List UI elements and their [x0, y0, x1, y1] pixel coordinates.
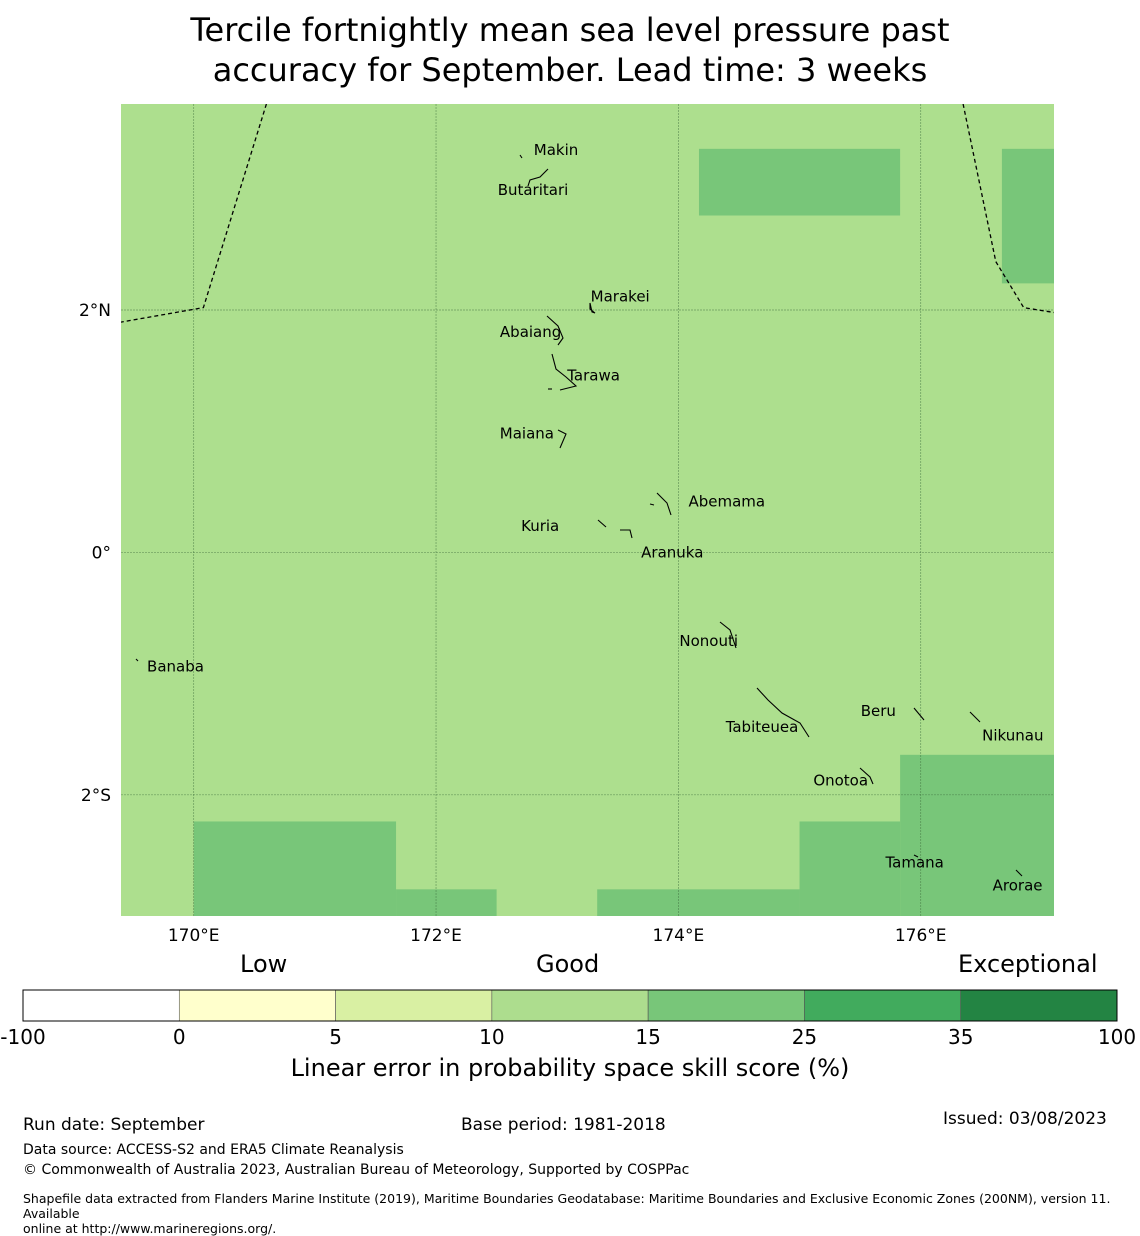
issued-date: Issued: 03/08/2023 [943, 1109, 1107, 1129]
island-outline [649, 503, 655, 506]
longitude-tick-label: 176°E [895, 926, 947, 946]
island-label-abemama: Abemama [688, 493, 765, 511]
eez-boundary-west [121, 104, 268, 323]
island-outline [620, 529, 633, 539]
island-label-butaritari: Butaritari [498, 181, 569, 199]
island-outline [656, 492, 672, 516]
island-outline [913, 707, 925, 721]
skill-cell [799, 821, 901, 916]
colorbar-outline [22, 989, 1118, 1022]
island-label-aranuka: Aranuka [641, 543, 703, 561]
island-label-tamana: Tamana [885, 854, 944, 872]
legend-category-low: Low [240, 950, 288, 978]
colorbar-bins [22, 989, 1118, 1022]
longitude-tick-label: 172°E [410, 926, 462, 946]
eez-boundary-east [962, 104, 1054, 314]
colorbar-tick-label: 5 [329, 1025, 342, 1046]
colorbar-title: Linear error in probability space skill … [290, 1054, 850, 1082]
island-outline [597, 519, 607, 528]
island-label-abaiang: Abaiang [500, 323, 561, 341]
colorbar-bin [804, 989, 962, 1022]
island-label-banaba: Banaba [147, 657, 204, 675]
colorbar-tick-label: 0 [173, 1025, 186, 1046]
map-layers: Makin Butaritari Marakei Abaiang Tarawa Maian… [79, 104, 1054, 946]
legend-category-exceptional: Exceptional [958, 950, 1098, 978]
axis-tick-labels: 170°E 172°E 174°E 176°E 2°N 0° 2°S [79, 301, 947, 946]
title-line-2: accuracy for September. Lead time: 3 wee… [212, 51, 928, 89]
colorbar-bin [647, 989, 805, 1022]
colorbar-tick-label: 10 [479, 1025, 504, 1046]
colorbar: -100 0 5 10 15 25 35 100 [0, 989, 1136, 1046]
colorbar-bin [178, 989, 336, 1022]
data-source: Data source: ACCESS-S2 and ERA5 Climate … [23, 1142, 404, 1158]
island-outline [756, 687, 810, 738]
skill-cell [193, 821, 397, 916]
island-outline [527, 168, 549, 187]
island-outline [859, 767, 874, 785]
colorbar-tick-label: 25 [792, 1025, 817, 1046]
colorbar-bin [960, 989, 1118, 1022]
copyright: © Commonwealth of Australia 2023, Austra… [23, 1162, 690, 1178]
island-label-maiana: Maiana [500, 425, 554, 443]
island-labels: Makin Butaritari Marakei Abaiang Tarawa Maian… [147, 141, 1043, 895]
colorbar-tick-label: -100 [0, 1025, 45, 1046]
skill-cell [396, 889, 497, 916]
island-label-beru: Beru [861, 702, 896, 720]
longitude-tick-label: 170°E [168, 926, 220, 946]
colorbar-tick-label: 35 [948, 1025, 973, 1046]
colorbar-ticks: -100 0 5 10 15 25 35 100 [0, 1025, 1136, 1046]
colorbar-tick-label: 15 [635, 1025, 660, 1046]
eez-boundaries [121, 104, 1054, 323]
latitude-tick-label: 0° [92, 543, 111, 563]
skill-cell [1001, 148, 1054, 284]
map-background [121, 104, 1054, 916]
island-label-tarawa: Tarawa [566, 367, 620, 385]
island-outline [913, 854, 919, 858]
base-period: Base period: 1981-2018 [461, 1115, 666, 1135]
island-label-tabiteuea: Tabiteuea [725, 718, 799, 736]
island-label-nonouti: Nonouti [679, 632, 738, 650]
chart-title: Tercile fortnightly mean sea level press… [0, 10, 1140, 90]
island-outline [969, 711, 981, 723]
shapefile-credit-line-2: online at http://www.marineregions.org/. [23, 1221, 277, 1236]
island-outline [519, 154, 523, 159]
title-line-1: Tercile fortnightly mean sea level press… [190, 11, 950, 49]
skill-cell [698, 148, 901, 216]
colorbar-bin [491, 989, 649, 1022]
island-label-onotoa: Onotoa [813, 771, 868, 789]
shapefile-credit-line-1: Shapefile data extracted from Flanders M… [23, 1191, 1111, 1221]
skill-cells [193, 148, 1054, 916]
colorbar-bin [335, 989, 493, 1022]
skill-cell [900, 754, 1054, 916]
legend-category-good: Good [536, 950, 600, 978]
colorbar-tick-label: 100 [1098, 1025, 1136, 1046]
island-outlines [135, 154, 1023, 877]
run-date: Run date: September [23, 1115, 205, 1135]
island-outline [719, 621, 737, 649]
island-label-kuria: Kuria [521, 517, 559, 535]
longitude-tick-label: 174°E [653, 926, 705, 946]
island-outline [546, 315, 564, 346]
gridlines [121, 104, 1054, 916]
island-outline [557, 429, 567, 449]
island-outline [589, 302, 596, 314]
colorbar-bin [22, 989, 180, 1022]
latitude-tick-label: 2°N [79, 301, 111, 321]
island-label-marakei: Marakei [591, 288, 650, 306]
shapefile-credit: Shapefile data extracted from Flanders M… [23, 1191, 1138, 1236]
island-outline [135, 658, 139, 662]
island-label-arorae: Arorae [993, 877, 1043, 895]
map-figure: Makin Butaritari Marakei Abaiang Tarawa Maian… [79, 104, 1054, 946]
island-outline [1015, 869, 1023, 877]
island-label-makin: Makin [534, 141, 579, 159]
island-label-nikunau: Nikunau [982, 726, 1043, 744]
latitude-tick-label: 2°S [81, 786, 111, 806]
skill-cell [597, 889, 800, 916]
island-outline [551, 353, 578, 391]
